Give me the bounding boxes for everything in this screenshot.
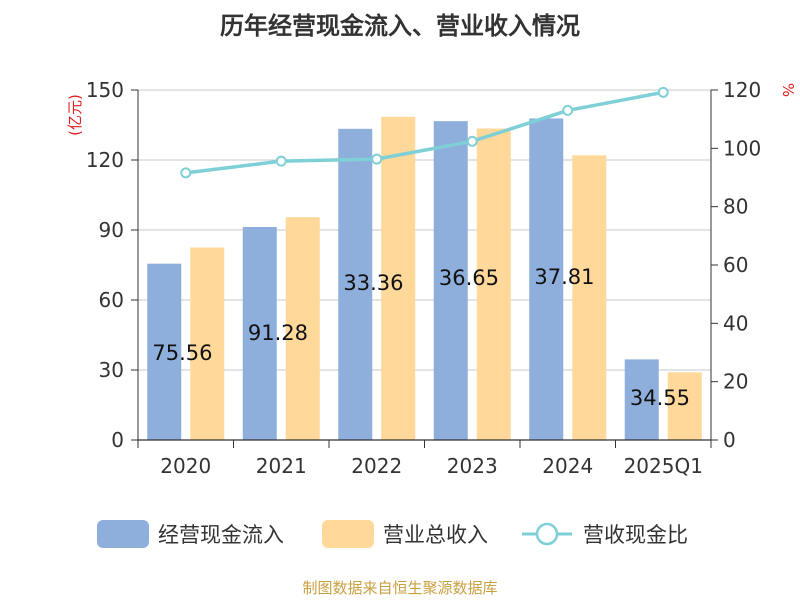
x-axis-tick-label: 2020 (160, 454, 211, 478)
line-point (275, 155, 287, 167)
right-axis-tick-label: 120 (723, 78, 761, 102)
data-label: 37.81 (534, 265, 601, 289)
bar (433, 121, 468, 441)
data-label: 75.56 (152, 341, 219, 365)
bar (624, 359, 659, 440)
line-point (180, 167, 192, 179)
bar (381, 116, 416, 440)
legend: 经营现金流入 营业总收入 营收现金比 (97, 520, 688, 548)
bar (285, 217, 320, 440)
line-series (185, 90, 664, 175)
data-labels: 75.56 91.28 33.36 36.65 37.81 34.55 (152, 265, 696, 410)
right-axis-unit: % (779, 83, 797, 97)
data-label: 91.28 (248, 321, 315, 345)
left-axis-tick-label: 120 (86, 148, 124, 172)
bars (147, 116, 702, 441)
bar (242, 227, 277, 440)
legend-label: 营收现金比 (583, 523, 688, 547)
right-axis-tick-label: 80 (723, 195, 748, 219)
right-axis-tick-label: 0 (723, 428, 736, 452)
data-label: 33.36 (343, 271, 410, 295)
bar (338, 128, 373, 440)
left-axis-unit: (亿元) (66, 94, 84, 136)
source-note: 制图数据来自恒生聚源数据库 (302, 579, 497, 597)
x-axis-tick-label: 2022 (351, 454, 402, 478)
line-point (371, 153, 383, 165)
bar (572, 155, 607, 441)
x-axis-tick-label: 2021 (256, 454, 307, 478)
chart-title: 历年经营现金流入、营业收入情况 (220, 12, 580, 40)
bar (476, 128, 511, 440)
legend-swatch (322, 520, 374, 548)
left-axis-tick-label: 30 (99, 358, 124, 382)
axes: 0 30 60 90 120 150 0 20 40 60 80 100 120 2020 2021 2022… (86, 78, 761, 478)
bar (667, 372, 702, 440)
grid-lines (138, 89, 711, 371)
right-axis-tick-label: 60 (723, 253, 748, 277)
left-axis-tick-label: 150 (86, 78, 124, 102)
data-label: 34.55 (630, 386, 697, 410)
right-axis-tick-label: 40 (723, 311, 748, 335)
line-point (657, 86, 669, 98)
bar (190, 247, 225, 440)
left-axis-tick-label: 0 (111, 428, 124, 452)
bar (147, 263, 182, 440)
line-point (562, 104, 574, 116)
right-axis-tick-label: 20 (723, 370, 748, 394)
x-axis-tick-label: 2024 (542, 454, 593, 478)
left-axis-tick-label: 90 (99, 218, 124, 242)
legend-label: 经营现金流入 (158, 523, 284, 547)
line-point (466, 135, 478, 147)
ratio-line (180, 86, 669, 179)
legend-swatch (97, 520, 149, 548)
data-label: 36.65 (439, 266, 506, 290)
x-axis-tick-label: 2023 (447, 454, 498, 478)
x-axis-tick-label: 2025Q1 (624, 454, 703, 478)
bar (529, 118, 564, 441)
left-axis-tick-label: 60 (99, 288, 124, 312)
right-axis-tick-label: 100 (723, 136, 761, 160)
legend-label: 营业总收入 (383, 523, 488, 547)
legend-swatch-marker (535, 522, 559, 546)
